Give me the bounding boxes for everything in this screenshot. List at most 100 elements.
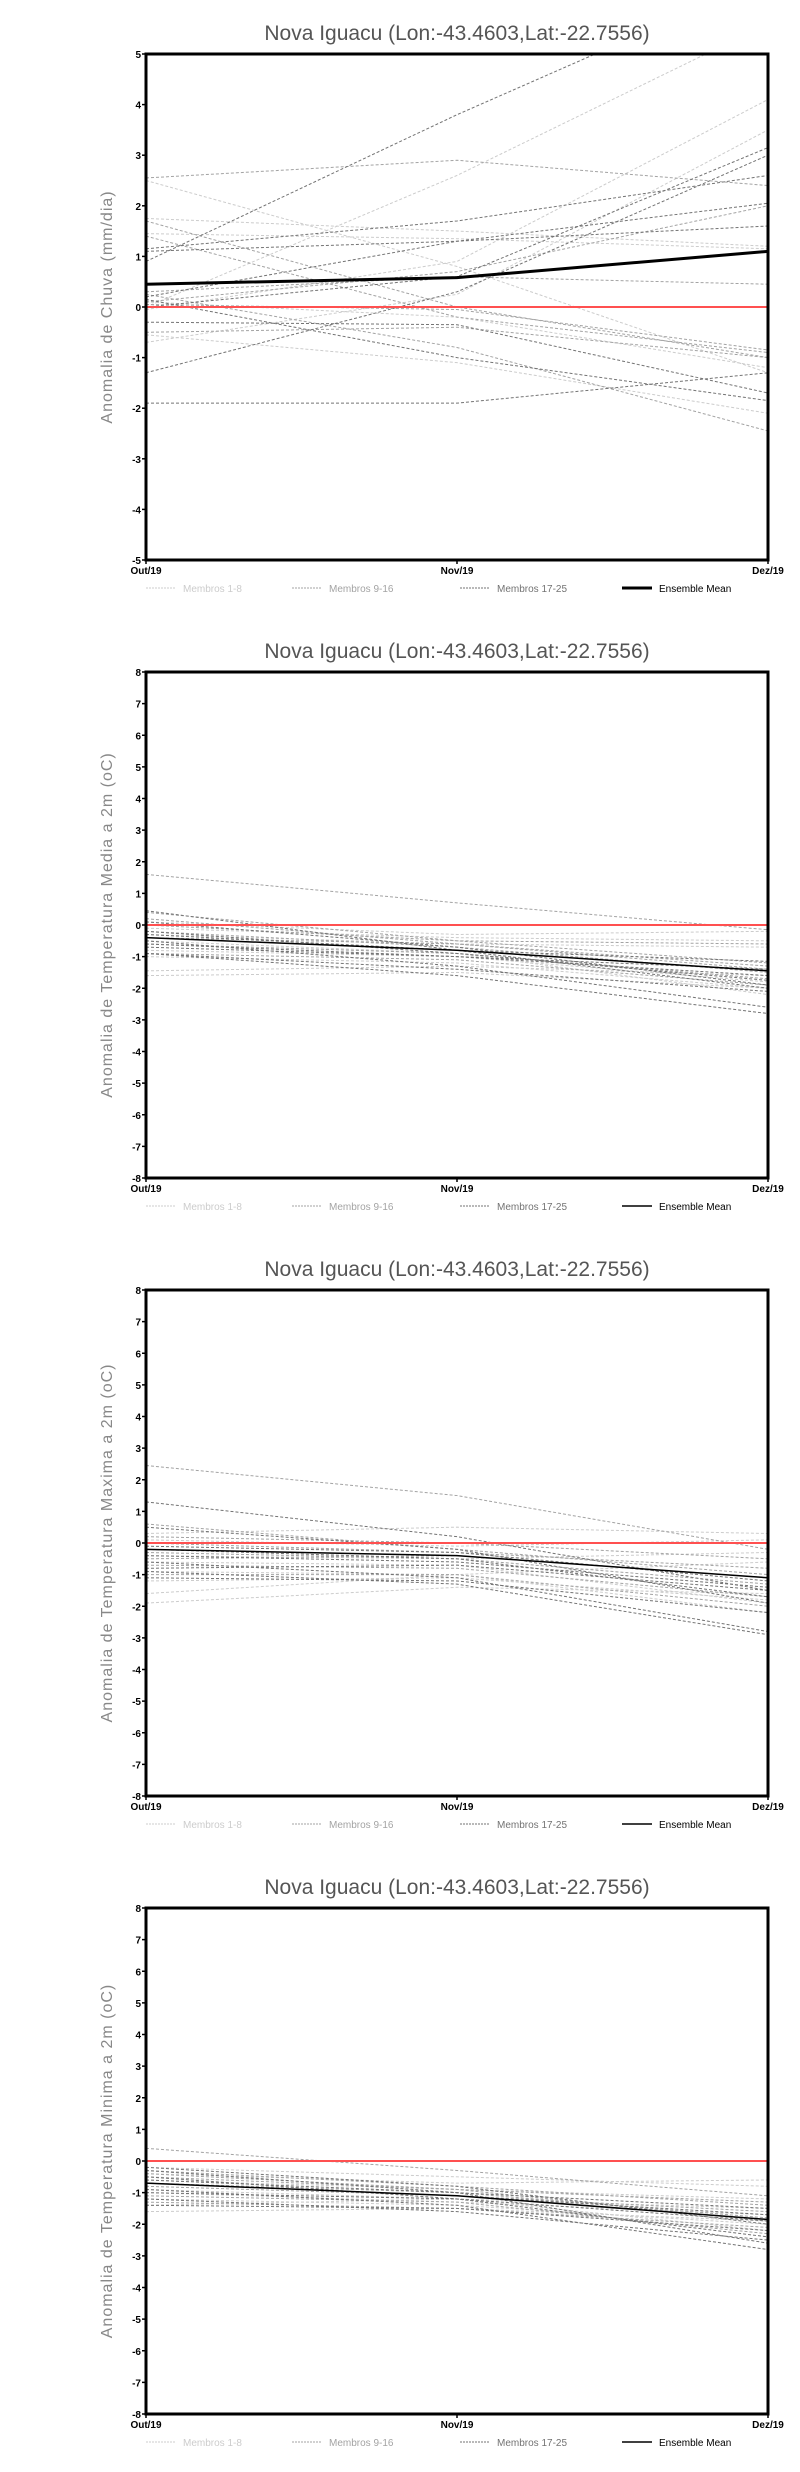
y-axis-label: Anomalia de Temperatura Minima a 2m (oC) [99, 1984, 116, 2339]
y-tick-label: -3 [132, 1634, 141, 1645]
chart-title: Nova Iguacu (Lon:-43.4603,Lat:-22.7556) [264, 640, 649, 663]
y-tick-label: 1 [135, 1507, 141, 1518]
y-tick-label: 6 [135, 731, 141, 742]
chart-panel-2: Nova Iguacu (Lon:-43.4603,Lat:-22.7556) A… [99, 640, 784, 1213]
member-line-9 [146, 2147, 768, 2197]
legend-label-1: Membros 1-8 [183, 1202, 242, 1213]
y-tick-label: -4 [132, 1666, 141, 1677]
member-line-3 [146, 233, 768, 250]
y-tick-label: -8 [132, 1792, 141, 1803]
member-line-7 [146, 334, 768, 414]
y-tick-label: -4 [132, 1048, 141, 1059]
y-tick-label: 0 [135, 303, 141, 314]
y-tick-label: 0 [135, 2157, 141, 2168]
member-line-20 [146, 1545, 768, 1582]
member-line-18 [146, 1561, 768, 1633]
member-line-20 [146, 933, 768, 962]
member-line-5 [146, 921, 768, 935]
y-tick-label: -2 [132, 984, 141, 995]
y-tick-label: 4 [135, 101, 141, 112]
member-line-4 [146, 940, 768, 996]
chart-panel-4: Nova Iguacu (Lon:-43.4603,Lat:-22.7556) A… [99, 1876, 784, 2449]
member-line-17 [146, 1501, 768, 1591]
y-tick-label: 1 [135, 889, 141, 900]
y-tick-label: 7 [135, 1318, 141, 1329]
member-line-24 [146, 1555, 768, 1588]
y-tick-label: -6 [132, 1729, 141, 1740]
y-tick-label: 6 [135, 1349, 141, 1360]
x-tick-label: Nov/19 [441, 1184, 474, 1195]
member-line-20 [146, 202, 768, 298]
legend-label-4: Ensemble Mean [659, 2438, 731, 2449]
plot-lines [146, 1465, 768, 1636]
y-tick-label: 8 [135, 668, 141, 679]
member-line-21 [146, 1564, 768, 1591]
y-tick-label: -1 [132, 354, 141, 365]
member-line-18 [146, 174, 768, 250]
member-line-16 [146, 303, 768, 351]
x-tick-label: Dez/19 [752, 566, 784, 577]
legend-label-4: Ensemble Mean [659, 1202, 731, 1213]
y-tick-label: 8 [135, 1286, 141, 1297]
x-tick-label: Dez/19 [752, 1184, 784, 1195]
y-tick-label: 2 [135, 2094, 141, 2105]
y-tick-label: 5 [135, 1381, 141, 1392]
y-tick-label: 3 [135, 826, 141, 837]
y-tick-label: 7 [135, 1936, 141, 1947]
member-line-17 [146, 910, 768, 989]
member-line-16 [146, 2173, 768, 2222]
chart-title: Nova Iguacu (Lon:-43.4603,Lat:-22.7556) [264, 22, 649, 45]
member-line-9 [146, 1465, 768, 1550]
y-tick-label: 0 [135, 921, 141, 932]
ensemble-mean-line [146, 1548, 768, 1579]
member-line-3 [146, 2173, 768, 2184]
x-tick-label: Out/19 [130, 1184, 162, 1195]
member-line-11 [146, 235, 768, 354]
y-tick-label: -6 [132, 2347, 141, 2358]
ensemble-mean-line [146, 936, 768, 972]
legend-label-1: Membros 1-8 [183, 584, 242, 595]
member-line-8 [146, 956, 768, 989]
member-line-12 [146, 2195, 768, 2235]
member-line-2 [146, 217, 768, 247]
member-line-1 [146, 180, 768, 374]
legend-label-3: Membros 17-25 [497, 1202, 567, 1213]
y-tick-label: 1 [135, 2125, 141, 2136]
y-tick-label: -2 [132, 2220, 141, 2231]
y-tick-label: 3 [135, 151, 141, 162]
member-line-1 [146, 1586, 768, 1604]
y-axis-label: Anomalia de Temperatura Maxima a 2m (oC) [99, 1364, 116, 1723]
y-tick-label: 5 [135, 1999, 141, 2010]
member-line-13 [146, 924, 768, 945]
y-tick-label: 2 [135, 1476, 141, 1487]
legend-label-3: Membros 17-25 [497, 584, 567, 595]
member-line-19 [146, 1570, 768, 1636]
y-tick-label: 4 [135, 1413, 141, 1424]
member-line-9 [146, 159, 768, 187]
x-tick-label: Nov/19 [441, 566, 474, 577]
member-line-19 [146, 952, 768, 1015]
ensemble-mean-line [146, 249, 768, 286]
y-tick-label: 8 [135, 1904, 141, 1915]
x-tick-label: Out/19 [130, 2420, 162, 2431]
member-line-18 [146, 2188, 768, 2251]
member-line-23 [146, 2204, 768, 2232]
member-line-1 [146, 971, 768, 989]
y-tick-label: -2 [132, 1602, 141, 1613]
y-tick-label: -3 [132, 1016, 141, 1027]
legend-label-2: Membros 9-16 [329, 1202, 394, 1213]
x-tick-label: Nov/19 [441, 1802, 474, 1813]
member-line-13 [146, 205, 768, 303]
legend-label-3: Membros 17-25 [497, 1820, 567, 1831]
legend-label-2: Membros 9-16 [329, 584, 394, 595]
member-line-2 [146, 2198, 768, 2209]
member-line-9 [146, 873, 768, 931]
member-line-3 [146, 1526, 768, 1535]
member-line-17 [146, 2169, 768, 2244]
chart-title: Nova Iguacu (Lon:-43.4603,Lat:-22.7556) [264, 1258, 649, 1281]
y-tick-label: 4 [135, 2031, 141, 2042]
y-tick-label: -1 [132, 953, 141, 964]
y-tick-label: 7 [135, 700, 141, 711]
y-tick-label: -8 [132, 1174, 141, 1185]
